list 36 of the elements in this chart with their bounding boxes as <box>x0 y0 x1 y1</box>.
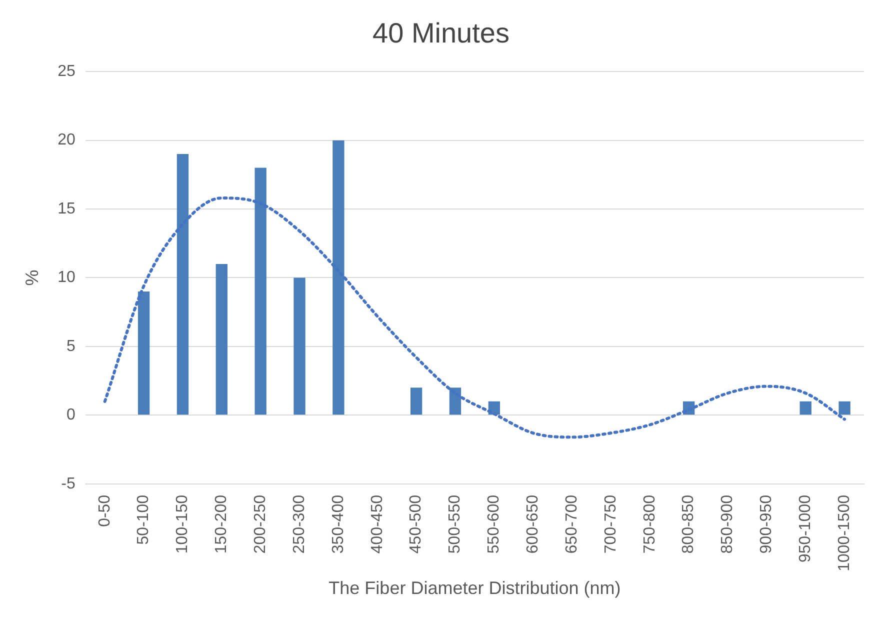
y-tick-label: 10 <box>58 269 76 286</box>
x-tick-label: 1000-1500 <box>836 494 853 572</box>
bar <box>800 401 812 415</box>
x-tick-label: 200-250 <box>252 494 269 554</box>
x-tick-label: 950-1000 <box>797 494 814 563</box>
bar <box>294 278 306 415</box>
x-axis-title: The Fiber Diameter Distribution (nm) <box>328 578 621 598</box>
x-tick-label: 400-450 <box>368 494 386 554</box>
bar <box>410 388 422 415</box>
y-tick-label: 20 <box>58 132 76 149</box>
x-tick-label: 550-600 <box>486 494 503 554</box>
y-tick-label: 0 <box>66 406 76 424</box>
x-tick-label: 900-950 <box>758 494 776 554</box>
x-tick-label: 100-150 <box>174 494 192 554</box>
x-tick-label: 350-400 <box>330 494 347 554</box>
y-tick-label: -5 <box>61 475 76 492</box>
x-tick-label: 450-500 <box>408 494 425 554</box>
x-tick-label: 850-900 <box>719 494 736 554</box>
chart-title: 40 Minutes <box>372 18 510 49</box>
x-tick-label: 50-100 <box>135 494 152 545</box>
x-tick-label: 150-200 <box>213 494 230 554</box>
bar <box>216 264 228 415</box>
y-tick-label: 5 <box>66 338 76 355</box>
x-tick-label: 0-50 <box>96 494 114 527</box>
x-tick-label: 700-750 <box>602 494 620 554</box>
x-tick-label: 250-300 <box>290 494 308 554</box>
x-tick-label: 500-550 <box>446 494 464 554</box>
x-tick-label: 800-850 <box>680 494 698 554</box>
x-tick-label: 750-800 <box>641 494 658 554</box>
bar <box>449 388 462 415</box>
x-tick-label: 650-700 <box>563 494 580 554</box>
y-tick-label: 25 <box>58 63 76 80</box>
x-tick-label: 600-650 <box>524 494 542 554</box>
bar <box>138 291 150 415</box>
y-tick-label: 15 <box>58 200 76 218</box>
y-axis-title: % <box>22 270 42 286</box>
